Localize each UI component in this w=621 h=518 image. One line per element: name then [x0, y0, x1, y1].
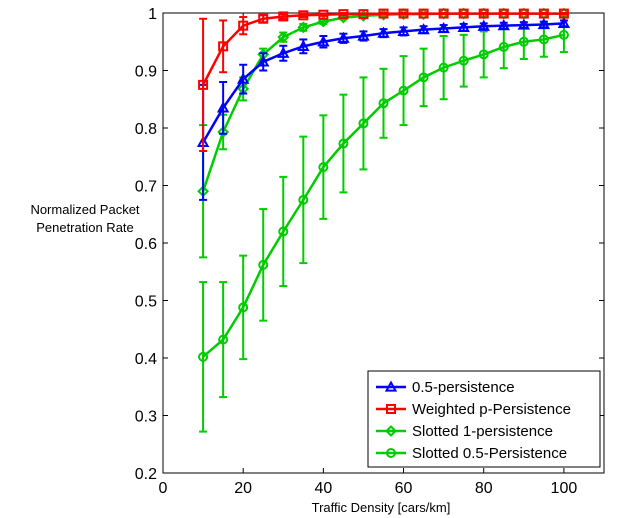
legend-marker	[385, 425, 397, 437]
data-point	[517, 18, 531, 30]
y-axis-title-line-1: Normalized Packet	[30, 202, 139, 217]
legend-label: Slotted 0.5-Persistence	[412, 445, 567, 462]
x-tick-label: 40	[314, 480, 332, 497]
data-point	[218, 41, 229, 52]
data-point	[498, 41, 509, 52]
data-point	[277, 31, 290, 44]
data-point	[217, 126, 230, 138]
series-0	[196, 16, 571, 201]
data-point	[518, 36, 529, 47]
series-line	[202, 33, 565, 358]
data-point	[417, 23, 430, 35]
series-3	[198, 16, 569, 433]
data-point	[498, 8, 509, 19]
y-tick-label: 0.8	[135, 121, 157, 138]
data-point	[378, 98, 389, 109]
data-point	[438, 8, 449, 19]
y-tick-label: 0.2	[135, 466, 157, 483]
data-point	[238, 20, 249, 31]
y-tick-label: 0.9	[135, 64, 157, 81]
series-layer	[196, 7, 571, 433]
legend-label: Slotted 1-persistence	[412, 423, 553, 440]
x-tick-label: 60	[395, 480, 413, 497]
data-point	[337, 31, 350, 43]
y-tick-label: 0.6	[135, 236, 157, 253]
x-tick-label: 100	[551, 480, 578, 497]
legend-marker	[386, 448, 396, 458]
data-point	[297, 39, 310, 51]
data-point	[557, 16, 571, 28]
y-tick-label: 1	[148, 6, 157, 23]
data-point	[558, 8, 569, 19]
y-tick-label: 0.4	[135, 351, 157, 368]
series-1	[198, 8, 569, 152]
data-point	[198, 351, 209, 362]
data-point	[198, 79, 209, 90]
data-point	[397, 24, 410, 36]
data-point	[437, 21, 450, 34]
data-point	[358, 118, 369, 129]
legend-marker	[386, 404, 396, 414]
data-point	[398, 85, 409, 96]
plot-area: 0 20 40 60 80 100 0.2 0.3 0.4 0.5 0.6 0.7 0.8 0.9 1	[135, 6, 605, 497]
y-tick-label: 0.7	[135, 179, 157, 196]
legend: 0.5-persistence Weighted p-Persistence Slo…	[367, 370, 601, 468]
data-point	[318, 162, 329, 173]
data-point	[538, 34, 549, 45]
data-point	[216, 101, 230, 113]
data-point	[478, 8, 489, 19]
data-point	[438, 62, 449, 73]
data-point	[277, 46, 290, 58]
data-point	[357, 29, 370, 41]
data-point	[236, 72, 250, 84]
data-point	[538, 8, 549, 19]
y-axis-title-line-2: Penetration Rate	[36, 220, 134, 235]
data-point	[317, 15, 330, 28]
x-axis-title: Traffic Density [cars/km]	[312, 500, 451, 515]
data-point	[398, 8, 409, 19]
legend-marker	[384, 380, 398, 392]
series-line	[202, 22, 564, 144]
x-tick-label: 20	[234, 480, 252, 497]
data-point	[338, 9, 349, 20]
data-point	[478, 49, 489, 60]
data-point	[298, 194, 309, 205]
data-point	[317, 35, 330, 47]
data-point	[278, 226, 289, 237]
data-point	[558, 29, 569, 40]
data-point	[457, 20, 470, 32]
data-point	[537, 17, 551, 30]
x-tick-label: 0	[159, 480, 168, 497]
data-point	[297, 21, 310, 34]
y-tick-label: 0.3	[135, 409, 157, 426]
x-tick-label: 80	[475, 480, 493, 497]
data-point	[278, 11, 289, 22]
data-point	[298, 10, 309, 21]
legend-box	[367, 370, 601, 468]
data-point	[338, 138, 349, 149]
data-point	[418, 8, 429, 19]
data-point	[238, 302, 249, 313]
data-point	[378, 8, 389, 19]
data-point	[458, 55, 469, 66]
data-point	[497, 19, 510, 31]
data-point	[258, 13, 269, 24]
data-point	[318, 9, 329, 20]
data-point	[218, 334, 229, 345]
data-point	[377, 26, 390, 38]
data-point	[358, 9, 369, 20]
series-line	[201, 12, 564, 86]
data-point	[258, 259, 269, 270]
legend-label: 0.5-persistence	[412, 379, 515, 396]
y-tick-label: 0.5	[135, 294, 157, 311]
data-point	[257, 55, 270, 67]
data-point	[518, 8, 529, 19]
data-point	[418, 72, 429, 83]
legend-label: Weighted p-Persistence	[412, 401, 571, 418]
data-point	[458, 8, 469, 19]
data-point	[477, 19, 490, 31]
